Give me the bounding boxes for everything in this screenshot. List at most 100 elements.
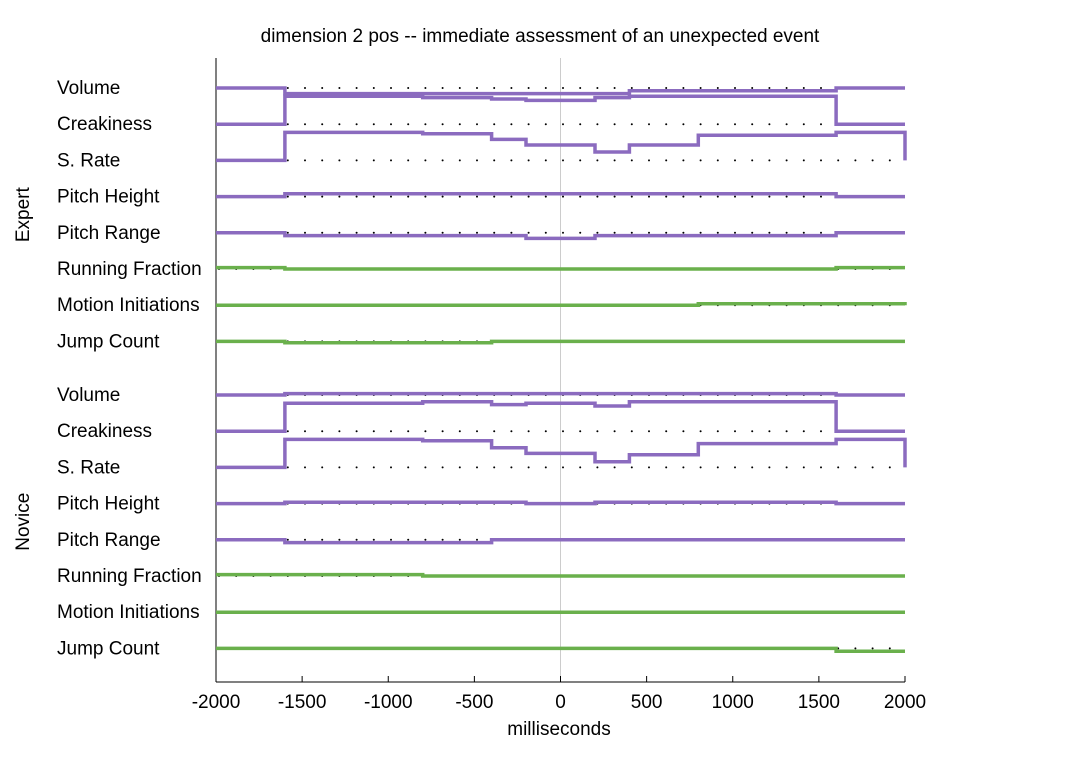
baseline-dot (286, 538, 289, 541)
baseline-dot (648, 231, 650, 234)
baseline-dot (854, 647, 857, 650)
series-label: Motion Initiations (57, 295, 200, 316)
series-label: Jump Count (57, 331, 160, 352)
baseline-dot (527, 87, 530, 89)
baseline-dot (390, 87, 392, 89)
baseline-dot (630, 430, 633, 433)
baseline-dot (390, 159, 392, 162)
baseline-dot (458, 159, 461, 162)
baseline-dot (372, 466, 375, 469)
baseline-dot (458, 430, 461, 433)
series-label: Pitch Height (57, 187, 160, 208)
baseline-dot (665, 466, 668, 469)
baseline-dot (734, 466, 736, 469)
baseline-dot (888, 159, 891, 162)
baseline-dot (716, 123, 719, 126)
series-label: Pitch Height (57, 494, 160, 515)
baseline-dot (751, 123, 754, 126)
baseline-dot (493, 231, 496, 234)
baseline-dot (699, 87, 702, 89)
baseline-dot (424, 87, 427, 89)
baseline-dot (579, 466, 582, 469)
baseline-dot (699, 195, 702, 198)
baseline-dot (355, 538, 358, 541)
baseline-dot (424, 466, 427, 469)
series-line (216, 500, 905, 506)
baseline-dot (699, 430, 702, 433)
baseline-dot (304, 159, 306, 162)
baseline-dot (716, 159, 719, 162)
baseline-dot (355, 123, 358, 126)
baseline-dot (596, 159, 599, 162)
baseline-dot (768, 231, 771, 234)
baseline-dot (751, 195, 754, 198)
baseline-dot (734, 87, 736, 89)
baseline-dot (390, 430, 392, 433)
baseline-dot (458, 466, 461, 469)
baseline-dot (321, 159, 324, 162)
baseline-dot (458, 87, 461, 89)
baseline-dot (648, 466, 650, 469)
series-label: Volume (57, 78, 120, 99)
baseline-dot (407, 466, 410, 469)
baseline-dot (820, 159, 822, 162)
baseline-dot (527, 159, 530, 162)
baseline-dot (527, 231, 530, 234)
baseline-dot (458, 538, 461, 541)
baseline-dot (734, 195, 736, 198)
baseline-dot (424, 123, 427, 126)
baseline-dot (699, 466, 702, 469)
baseline-dot (648, 195, 650, 198)
baseline-dot (751, 430, 754, 433)
baseline-dot (802, 466, 805, 469)
baseline-dot (441, 430, 444, 433)
baseline-dot (579, 231, 582, 234)
baseline-dot (837, 466, 840, 469)
baseline-dot (871, 159, 874, 162)
baseline-dot (871, 466, 874, 469)
baseline-dot (372, 123, 375, 126)
x-axis-label: milliseconds (507, 719, 610, 740)
baseline-dot (562, 430, 564, 433)
baseline-dot (596, 87, 599, 89)
baseline-dot (286, 231, 289, 234)
baseline-dot (665, 87, 668, 89)
baseline-dot (820, 87, 822, 89)
baseline-dot (424, 231, 427, 234)
baseline-dot (837, 159, 840, 162)
baseline-dot (665, 231, 668, 234)
baseline-dot (734, 430, 736, 433)
baseline-dot (751, 87, 754, 89)
baseline-dot (476, 231, 478, 234)
baseline-dot (562, 195, 564, 198)
baseline-dot (802, 231, 805, 234)
baseline-dot (286, 195, 289, 198)
x-tick-label: -1500 (278, 692, 327, 713)
baseline-dot (510, 466, 513, 469)
baseline-dot (476, 195, 478, 198)
baseline-dot (286, 87, 289, 89)
baseline-dot (338, 123, 341, 126)
baseline-dot (785, 195, 788, 198)
baseline-dot (321, 195, 324, 198)
baseline-dot (510, 430, 513, 433)
baseline-dot (579, 195, 582, 198)
baseline-dot (630, 231, 633, 234)
baseline-dot (682, 159, 685, 162)
series-line (216, 192, 905, 199)
baseline-dot (338, 87, 341, 89)
baseline-dot (476, 430, 478, 433)
baseline-dot (355, 430, 358, 433)
baseline-dot (407, 195, 410, 198)
baseline-dot (768, 466, 771, 469)
baseline-dot (493, 195, 496, 198)
baseline-dot (304, 123, 306, 126)
baseline-dot (613, 231, 616, 234)
x-tick-label: 1500 (798, 692, 840, 713)
baseline-dot (802, 195, 805, 198)
baseline-dot (304, 195, 306, 198)
baseline-dot (768, 87, 771, 89)
baseline-dot (785, 123, 788, 126)
baseline-dot (820, 466, 822, 469)
baseline-dot (493, 87, 496, 89)
